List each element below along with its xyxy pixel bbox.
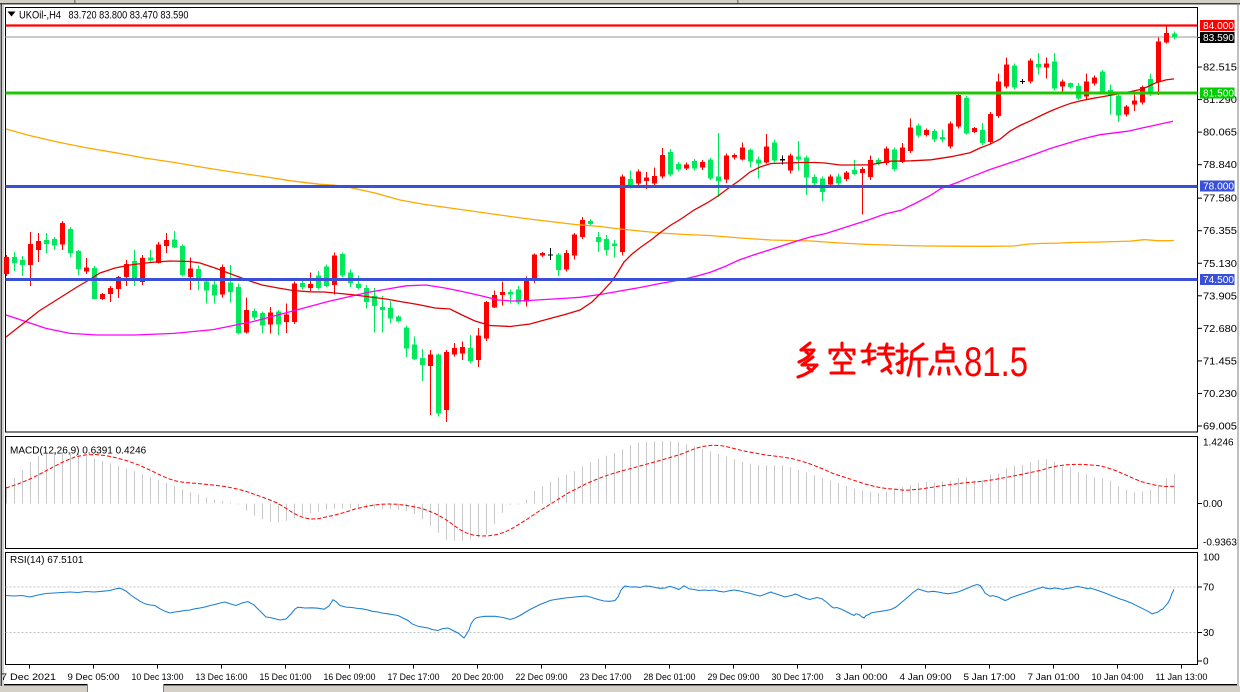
svg-text:77.580: 77.580 xyxy=(1203,194,1237,205)
svg-text:11 Jan 13:00: 11 Jan 13:00 xyxy=(1156,672,1208,683)
svg-text:74.500: 74.500 xyxy=(1203,275,1234,286)
svg-text:0: 0 xyxy=(1203,657,1209,668)
svg-text:5 Jan 17:00: 5 Jan 17:00 xyxy=(964,672,1016,683)
svg-text:16 Dec 09:00: 16 Dec 09:00 xyxy=(324,672,376,683)
svg-text:17 Dec 17:00: 17 Dec 17:00 xyxy=(388,672,440,683)
svg-text:28 Dec 01:00: 28 Dec 01:00 xyxy=(644,672,696,683)
svg-text:81.290: 81.290 xyxy=(1203,95,1237,106)
svg-text:1.4246: 1.4246 xyxy=(1203,438,1234,449)
svg-text:100: 100 xyxy=(1203,553,1220,564)
svg-text:MACD(12,26,9) 0.6391 0.4246: MACD(12,26,9) 0.6391 0.4246 xyxy=(10,446,147,457)
svg-text:0.00: 0.00 xyxy=(1203,499,1223,510)
svg-text:10 Dec 13:00: 10 Dec 13:00 xyxy=(132,672,184,683)
svg-text:84.000: 84.000 xyxy=(1203,21,1234,32)
svg-text:13 Dec 16:00: 13 Dec 16:00 xyxy=(196,672,248,683)
svg-text:76.355: 76.355 xyxy=(1203,226,1237,237)
svg-text:69.005: 69.005 xyxy=(1203,422,1237,433)
svg-text:7 Dec 2021: 7 Dec 2021 xyxy=(1,672,56,683)
svg-text:80.065: 80.065 xyxy=(1203,128,1237,139)
svg-text:81.5: 81.5 xyxy=(964,338,1028,385)
svg-text:70: 70 xyxy=(1203,583,1215,594)
svg-text:23 Dec 17:00: 23 Dec 17:00 xyxy=(580,672,632,683)
svg-text:10 Jan 04:00: 10 Jan 04:00 xyxy=(1092,672,1144,683)
svg-text:78.840: 78.840 xyxy=(1203,160,1237,171)
svg-text:30 Dec 17:00: 30 Dec 17:00 xyxy=(772,672,824,683)
svg-text:83.720 83.800 83.470 83.590: 83.720 83.800 83.470 83.590 xyxy=(69,10,189,22)
svg-text:70.230: 70.230 xyxy=(1203,389,1237,400)
svg-text:30: 30 xyxy=(1203,628,1215,639)
svg-text:71.455: 71.455 xyxy=(1203,356,1237,367)
svg-text:15 Dec 01:00: 15 Dec 01:00 xyxy=(260,672,312,683)
svg-text:RSI(14) 67.5101: RSI(14) 67.5101 xyxy=(10,555,84,566)
svg-text:-0.9363: -0.9363 xyxy=(1203,538,1237,549)
svg-text:20 Dec 20:00: 20 Dec 20:00 xyxy=(452,672,504,683)
svg-text:73.905: 73.905 xyxy=(1203,291,1237,302)
svg-text:4 Jan 09:00: 4 Jan 09:00 xyxy=(900,672,952,683)
svg-text:22 Dec 09:00: 22 Dec 09:00 xyxy=(516,672,568,683)
svg-text:83.590: 83.590 xyxy=(1203,33,1234,44)
svg-text:29 Dec 09:00: 29 Dec 09:00 xyxy=(708,672,760,683)
svg-text:9 Dec 05:00: 9 Dec 05:00 xyxy=(68,672,120,683)
svg-text:81.500: 81.500 xyxy=(1203,89,1234,100)
svg-text:7 Jan 01:00: 7 Jan 01:00 xyxy=(1028,672,1080,683)
svg-text:82.515: 82.515 xyxy=(1203,63,1237,74)
svg-text:75.130: 75.130 xyxy=(1203,259,1237,270)
svg-text:72.680: 72.680 xyxy=(1203,324,1237,335)
svg-text:78.000: 78.000 xyxy=(1203,182,1234,193)
svg-text:UKOil-,H4: UKOil-,H4 xyxy=(19,10,61,22)
svg-text:3 Jan 00:00: 3 Jan 00:00 xyxy=(836,672,888,683)
